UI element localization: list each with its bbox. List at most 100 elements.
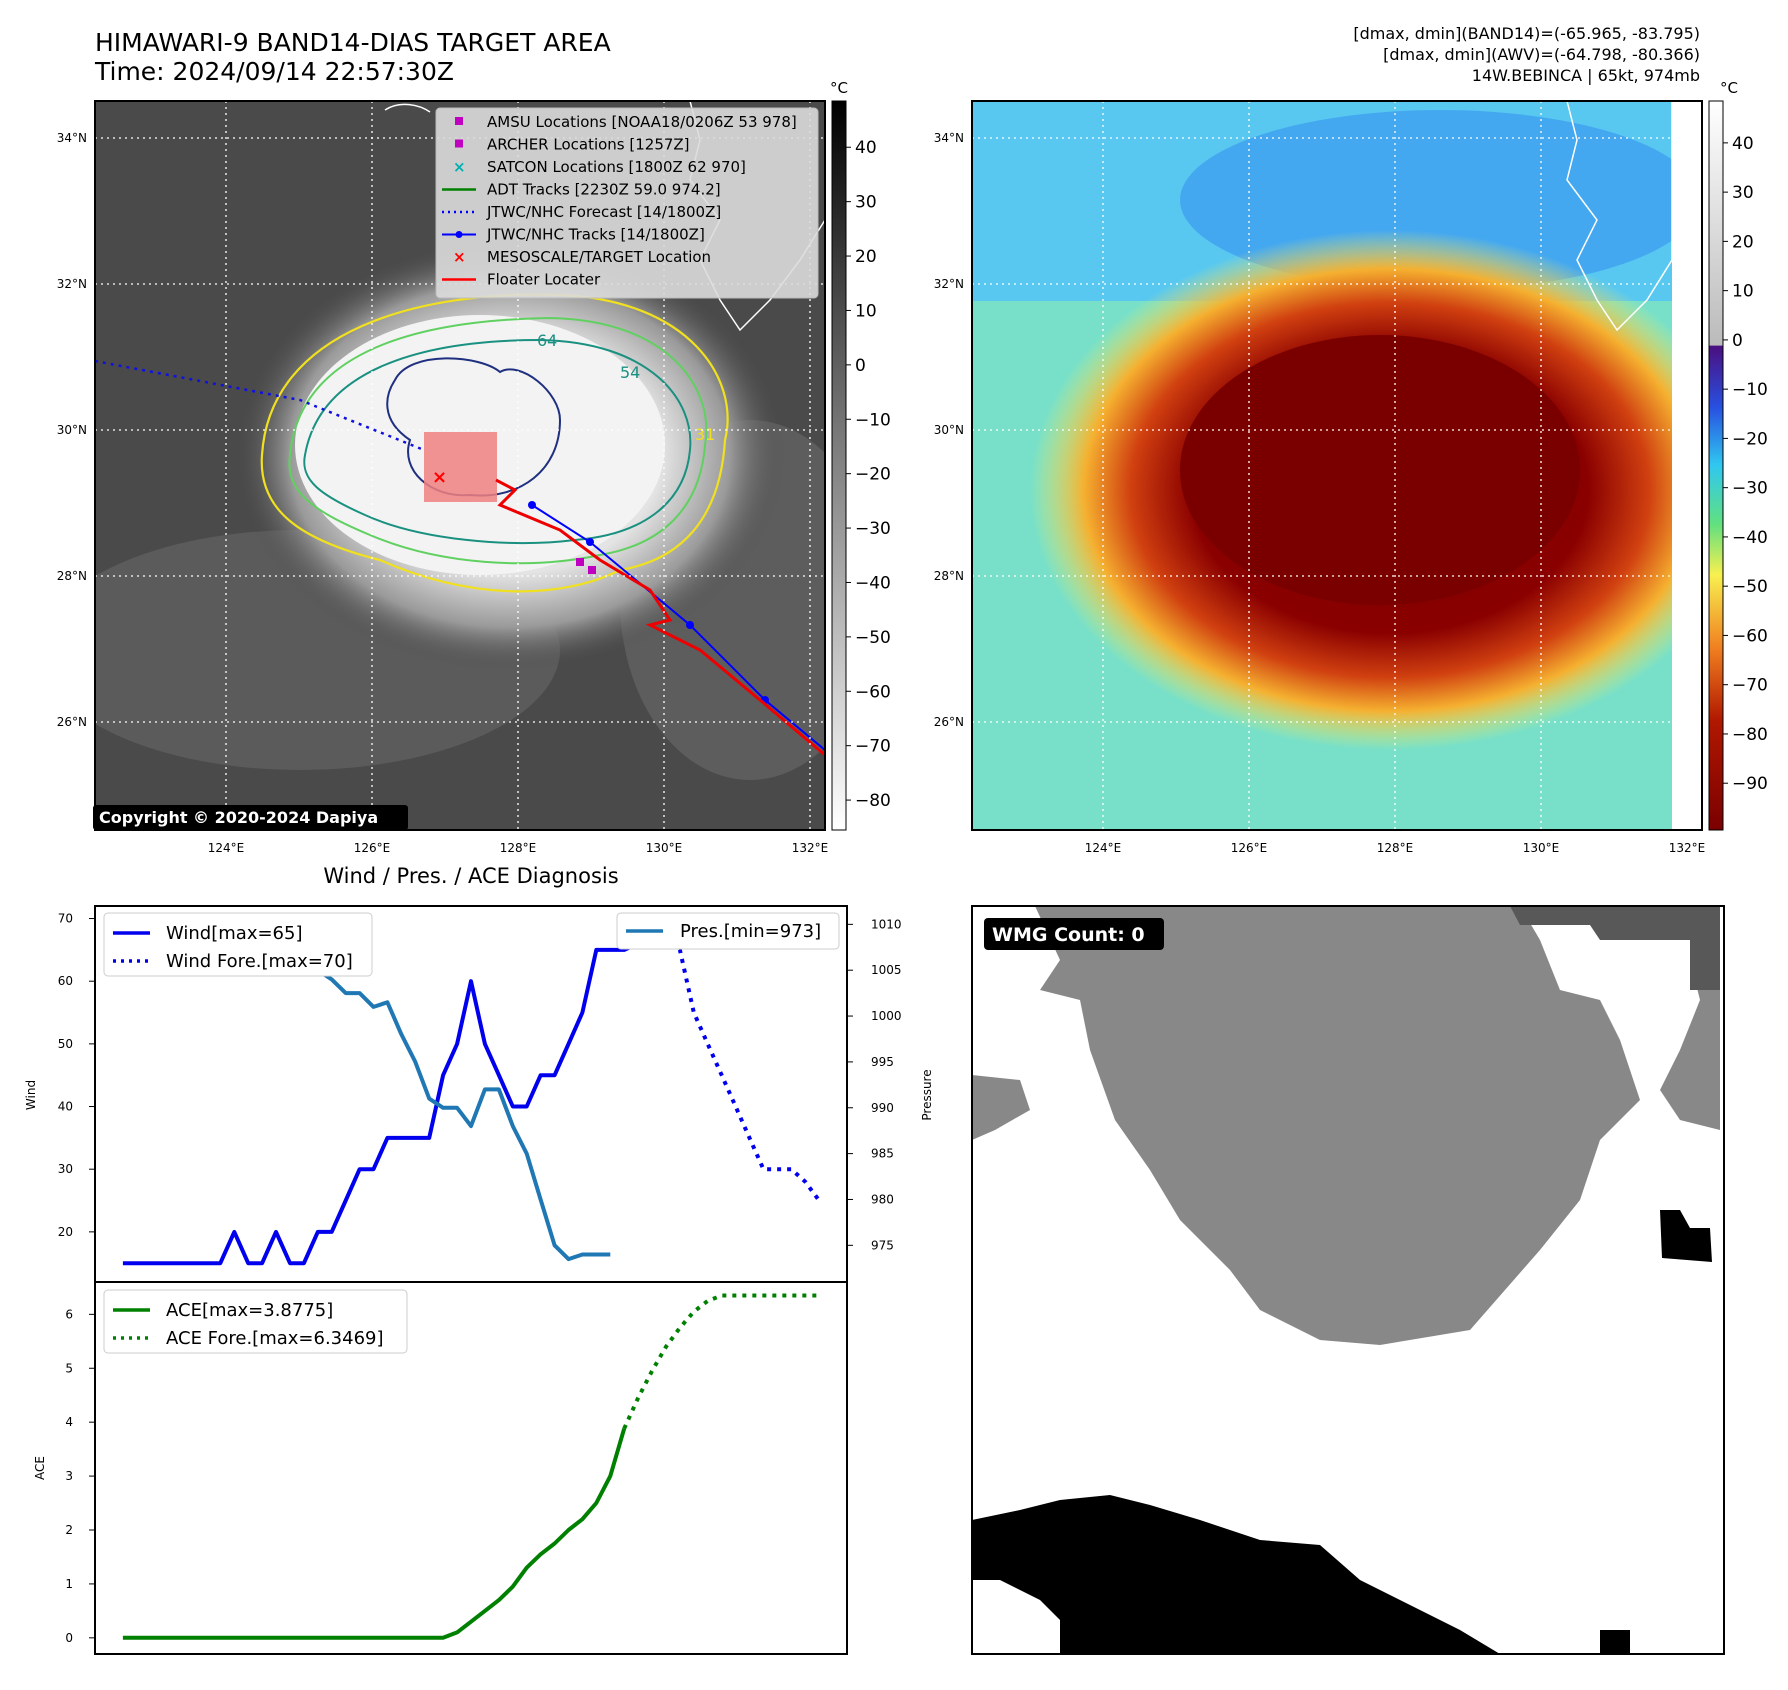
y-tick-label: 2 [65,1523,73,1537]
y-tick-label: 20 [58,1225,73,1239]
legend-dot-marker [455,231,463,238]
lat-label-right: 26°N [934,715,964,729]
legend-entry: ADT Tracks [2230Z 59.0 974.2] [442,181,721,199]
legend-label: ARCHER Locations [1257Z] [487,136,690,154]
legend-square-marker [455,139,463,148]
series-line [122,941,639,1266]
lat-label-right: 32°N [934,277,964,291]
colorbar-tick-label: −50 [1732,577,1768,597]
wmg-count-badge [984,918,1164,950]
colorbar-tick-label: 0 [855,356,866,376]
wind-legend-box [103,912,373,977]
lat-label-left: 26°N [57,715,87,729]
colorbar-tick-label: 10 [855,301,877,321]
colorbar-tick-label: −40 [855,573,891,593]
lon-label-left: 128°E [500,841,537,855]
colorbar-tick-label: 30 [855,193,877,213]
dvorak-colorbar: °C 40 30 20 10 0 −10 −20 −30 −40 −50 −60 −70 −80 −90 [1708,79,1768,831]
contour-label: 64 [537,331,557,350]
ir-colorbar: °C 40 30 20 10 0 −10 −20 −30 −40 −50 −60 −70 −80 [830,79,891,831]
contour-label: 31 [695,425,715,444]
y-tick-label: 4 [65,1415,73,1429]
legend-label: Floater Locater [487,271,601,289]
wmg-gray-region [972,1075,1030,1140]
legend-entry: JTWC/NHC Tracks [14/1800Z] [442,226,705,244]
ace-legend-box [103,1289,408,1354]
lon-label-right: 128°E [1377,841,1414,855]
y-tick-label: 40 [58,1100,73,1114]
wind-axis-label: Wind [24,1080,38,1110]
ir-map-panel: 64 54 31 × [93,100,826,831]
colorbar-tick-label: 10 [1732,282,1754,302]
dvorak-map-frame [971,100,1703,831]
contour-green [288,316,708,565]
legend-ace-fore-label: ACE Fore.[max=6.3469] [166,1328,384,1349]
wind-pressure-chart: Wind Pressure 70 60 50 40 30 20 1010 1005 1000 99… [24,905,934,1283]
jtwc-track-point [586,538,594,546]
amsu-location [576,558,584,566]
wmg-black-region [972,1495,1500,1654]
legend-entry: JTWC/NHC Forecast [14/1800Z] [442,203,721,221]
mesoscale-target-marker: × [432,467,447,488]
lat-label-right: 34°N [934,131,964,145]
series-line [122,1428,627,1640]
map-legend-box [435,107,819,299]
legend-entry: AMSU Locations [NOAA18/0206Z 53 978] [455,113,797,131]
archer-location [588,566,596,574]
legend-label: JTWC/NHC Forecast [14/1800Z] [486,203,721,221]
jtwc-track [531,504,825,751]
y-tick-label: 70 [58,912,73,926]
y-tick-label: 50 [58,1037,73,1051]
colorbar-tick-label: 40 [1732,134,1754,154]
colorbar-tick-label: 20 [1732,232,1754,252]
colorbar-tick-label: −10 [855,410,891,430]
y-tick-label: 1 [65,1577,73,1591]
legend-x-marker: × [453,248,466,266]
lat-label-right: 28°N [934,569,964,583]
copyright-text: Copyright © 2020-2024 Dapiya [99,808,378,827]
lon-label-right: 124°E [1085,841,1122,855]
lon-label-right: 132°E [1669,841,1706,855]
colorbar-tick-label: −30 [1732,479,1768,499]
legend-x-marker: × [453,158,466,176]
lon-label-right: 130°E [1523,841,1560,855]
lon-label-left: 124°E [208,841,245,855]
lon-label-left: 132°E [792,841,829,855]
info-line-2: [dmax, dmin](AWV)=(-64.798, -80.366) [1383,45,1700,64]
colorbar-tick-label: −70 [855,737,891,757]
colorbar-tick-label: 40 [855,138,877,158]
lat-label-left: 30°N [57,423,87,437]
series-line [636,916,821,1202]
ir-map-frame [94,100,826,831]
ace-chart: ACE 6 5 4 3 2 1 0 ACE[max=3.8775] ACE Fore.[ma… [33,1281,848,1655]
legend-entry: Floater Locater [442,271,601,289]
coastline [384,103,431,113]
lat-label-right: 30°N [934,423,964,437]
pressure-legend: Pres.[min=973] [616,912,840,950]
colorbar-tick-label: 30 [1732,183,1754,203]
y-tick-label-right: 1005 [871,963,902,977]
wind-legend: Wind[max=65] Wind Fore.[max=70] [103,912,373,977]
y-tick-label-right: 985 [871,1147,894,1161]
dvorak-map-panel [971,100,1703,831]
wmg-frame [971,905,1725,1655]
legend-label: AMSU Locations [NOAA18/0206Z 53 978] [487,113,797,131]
wmg-panel: WMG Count: 0 [971,905,1725,1655]
y-tick-label: 60 [58,974,73,988]
wmg-black-region [1600,1630,1630,1654]
y-tick-label: 3 [65,1469,73,1483]
ir-colorbar-unit: °C [830,79,848,97]
pressure-legend-box [616,912,840,950]
colorbar-tick-label: −30 [855,519,891,539]
y-tick-label-right: 975 [871,1238,894,1252]
colorbar-tick-label: −80 [855,791,891,811]
lon-label-left: 130°E [646,841,683,855]
info-line-3: 14W.BEBINCA | 65kt, 974mb [1472,66,1700,85]
lat-label-left: 34°N [57,131,87,145]
lon-label-right: 126°E [1231,841,1268,855]
main-title: HIMAWARI-9 BAND14-DIAS TARGET AREA [95,28,611,57]
colorbar-tick-label: −20 [855,465,891,485]
colorbar-tick-label: −10 [1732,380,1768,400]
ir-colorbar-gradient [831,100,847,831]
